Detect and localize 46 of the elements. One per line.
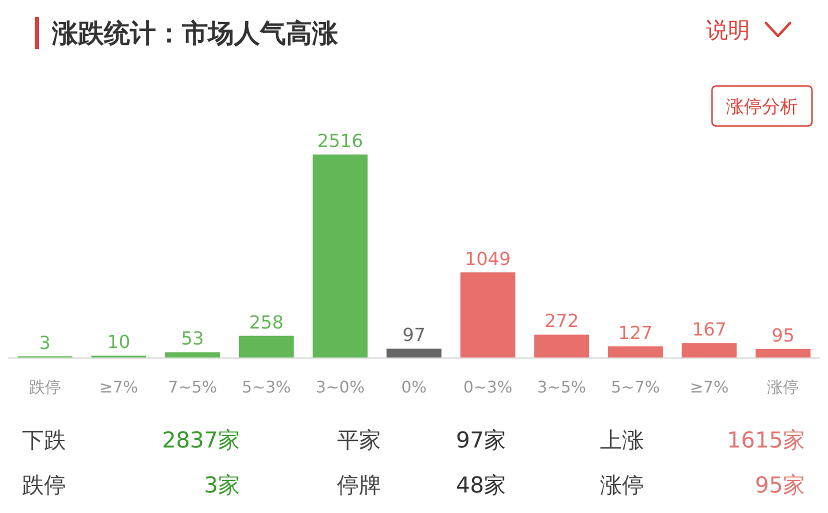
data-label: 3 [39, 332, 51, 354]
data-label: 53 [181, 328, 204, 350]
x-tick-label: 5~7% [610, 378, 660, 396]
bar [608, 346, 663, 358]
data-label: 97 [402, 325, 426, 346]
text: 跌停 [22, 474, 66, 498]
bar [312, 154, 368, 358]
text: 2837家 [162, 428, 240, 454]
data-label: 167 [692, 320, 726, 341]
data-label: 95 [772, 325, 795, 346]
x-tick-label: 3~0% [316, 378, 365, 396]
text: 97家 [456, 428, 506, 454]
chart-title: 涨跌统计：市场人气高涨 [51, 19, 339, 49]
bar [165, 352, 220, 358]
data-label: 272 [544, 311, 579, 332]
x-tick-label: 5~3% [242, 378, 291, 396]
data-label: 258 [249, 312, 284, 334]
text: 说明 [706, 18, 750, 44]
text: 上涨 [600, 428, 644, 454]
x-tick-label: ≥7% [690, 378, 729, 396]
x-tick-label: 7~5% [168, 378, 218, 396]
x-tick-label: ≥7% [99, 378, 138, 396]
text: 平家 [337, 428, 381, 454]
text: 1615家 [727, 428, 805, 454]
text: 涨停 [600, 474, 644, 498]
text: 涨停分析 [726, 96, 798, 118]
text: 3家 [204, 474, 240, 498]
x-tick-label: 跌停 [28, 378, 61, 396]
bar [534, 334, 590, 358]
text: 95家 [755, 474, 805, 498]
x-tick-label: 0~3% [463, 378, 512, 396]
x-tick-label: 涨停 [767, 378, 800, 396]
data-label: 1049 [464, 248, 511, 270]
bar [386, 348, 442, 358]
data-label: 2516 [317, 131, 364, 152]
x-tick-label: 3~5% [537, 378, 586, 396]
bar [238, 336, 294, 358]
text: 下跌 [22, 428, 66, 454]
x-tick-label: 0% [401, 378, 427, 396]
text: 停牌 [337, 474, 381, 498]
data-label: 10 [107, 332, 130, 354]
bar [756, 348, 811, 358]
bar [682, 343, 737, 358]
bar [460, 272, 516, 358]
text: 48家 [456, 474, 506, 498]
data-label: 127 [618, 322, 653, 344]
